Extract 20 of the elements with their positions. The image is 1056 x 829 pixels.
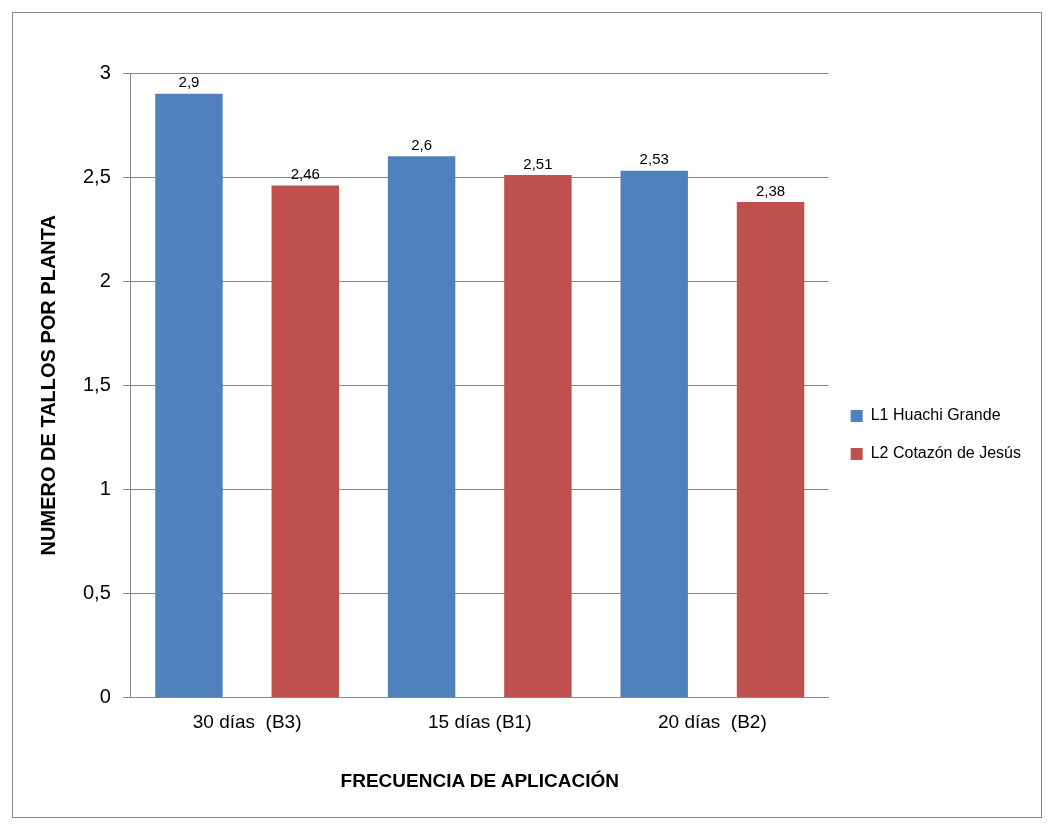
y-tick-label: 1 — [99, 476, 111, 499]
y-tick-label: 0,5 — [82, 580, 111, 603]
data-label: 2,6 — [411, 135, 433, 153]
data-label: 2,53 — [639, 150, 669, 168]
data-label: 2,9 — [178, 73, 200, 91]
x-tick-label: 30 días (B3) — [192, 711, 302, 733]
x-axis-title: FRECUENCIA DE APLICACIÓN — [340, 769, 619, 791]
legend-label: L1 Huachi Grande — [870, 406, 1001, 424]
y-axis-title: NUMERO DE TALLOS POR PLANTA — [36, 215, 59, 556]
data-label: 2,51 — [523, 154, 553, 172]
x-tick-label: 15 días (B1) — [427, 711, 532, 733]
y-tick-label: 2,5 — [82, 164, 111, 187]
y-tick-label: 2 — [99, 268, 111, 291]
y-tick-label: 0 — [99, 684, 111, 707]
legend-label: L2 Cotazón de Jesús — [870, 444, 1022, 462]
data-label: 2,46 — [290, 165, 320, 183]
y-tick-label: 1,5 — [82, 372, 111, 395]
x-tick-label: 20 días (B2) — [657, 711, 767, 733]
data-label: 2,38 — [755, 181, 786, 199]
y-tick-label: 3 — [99, 60, 111, 83]
